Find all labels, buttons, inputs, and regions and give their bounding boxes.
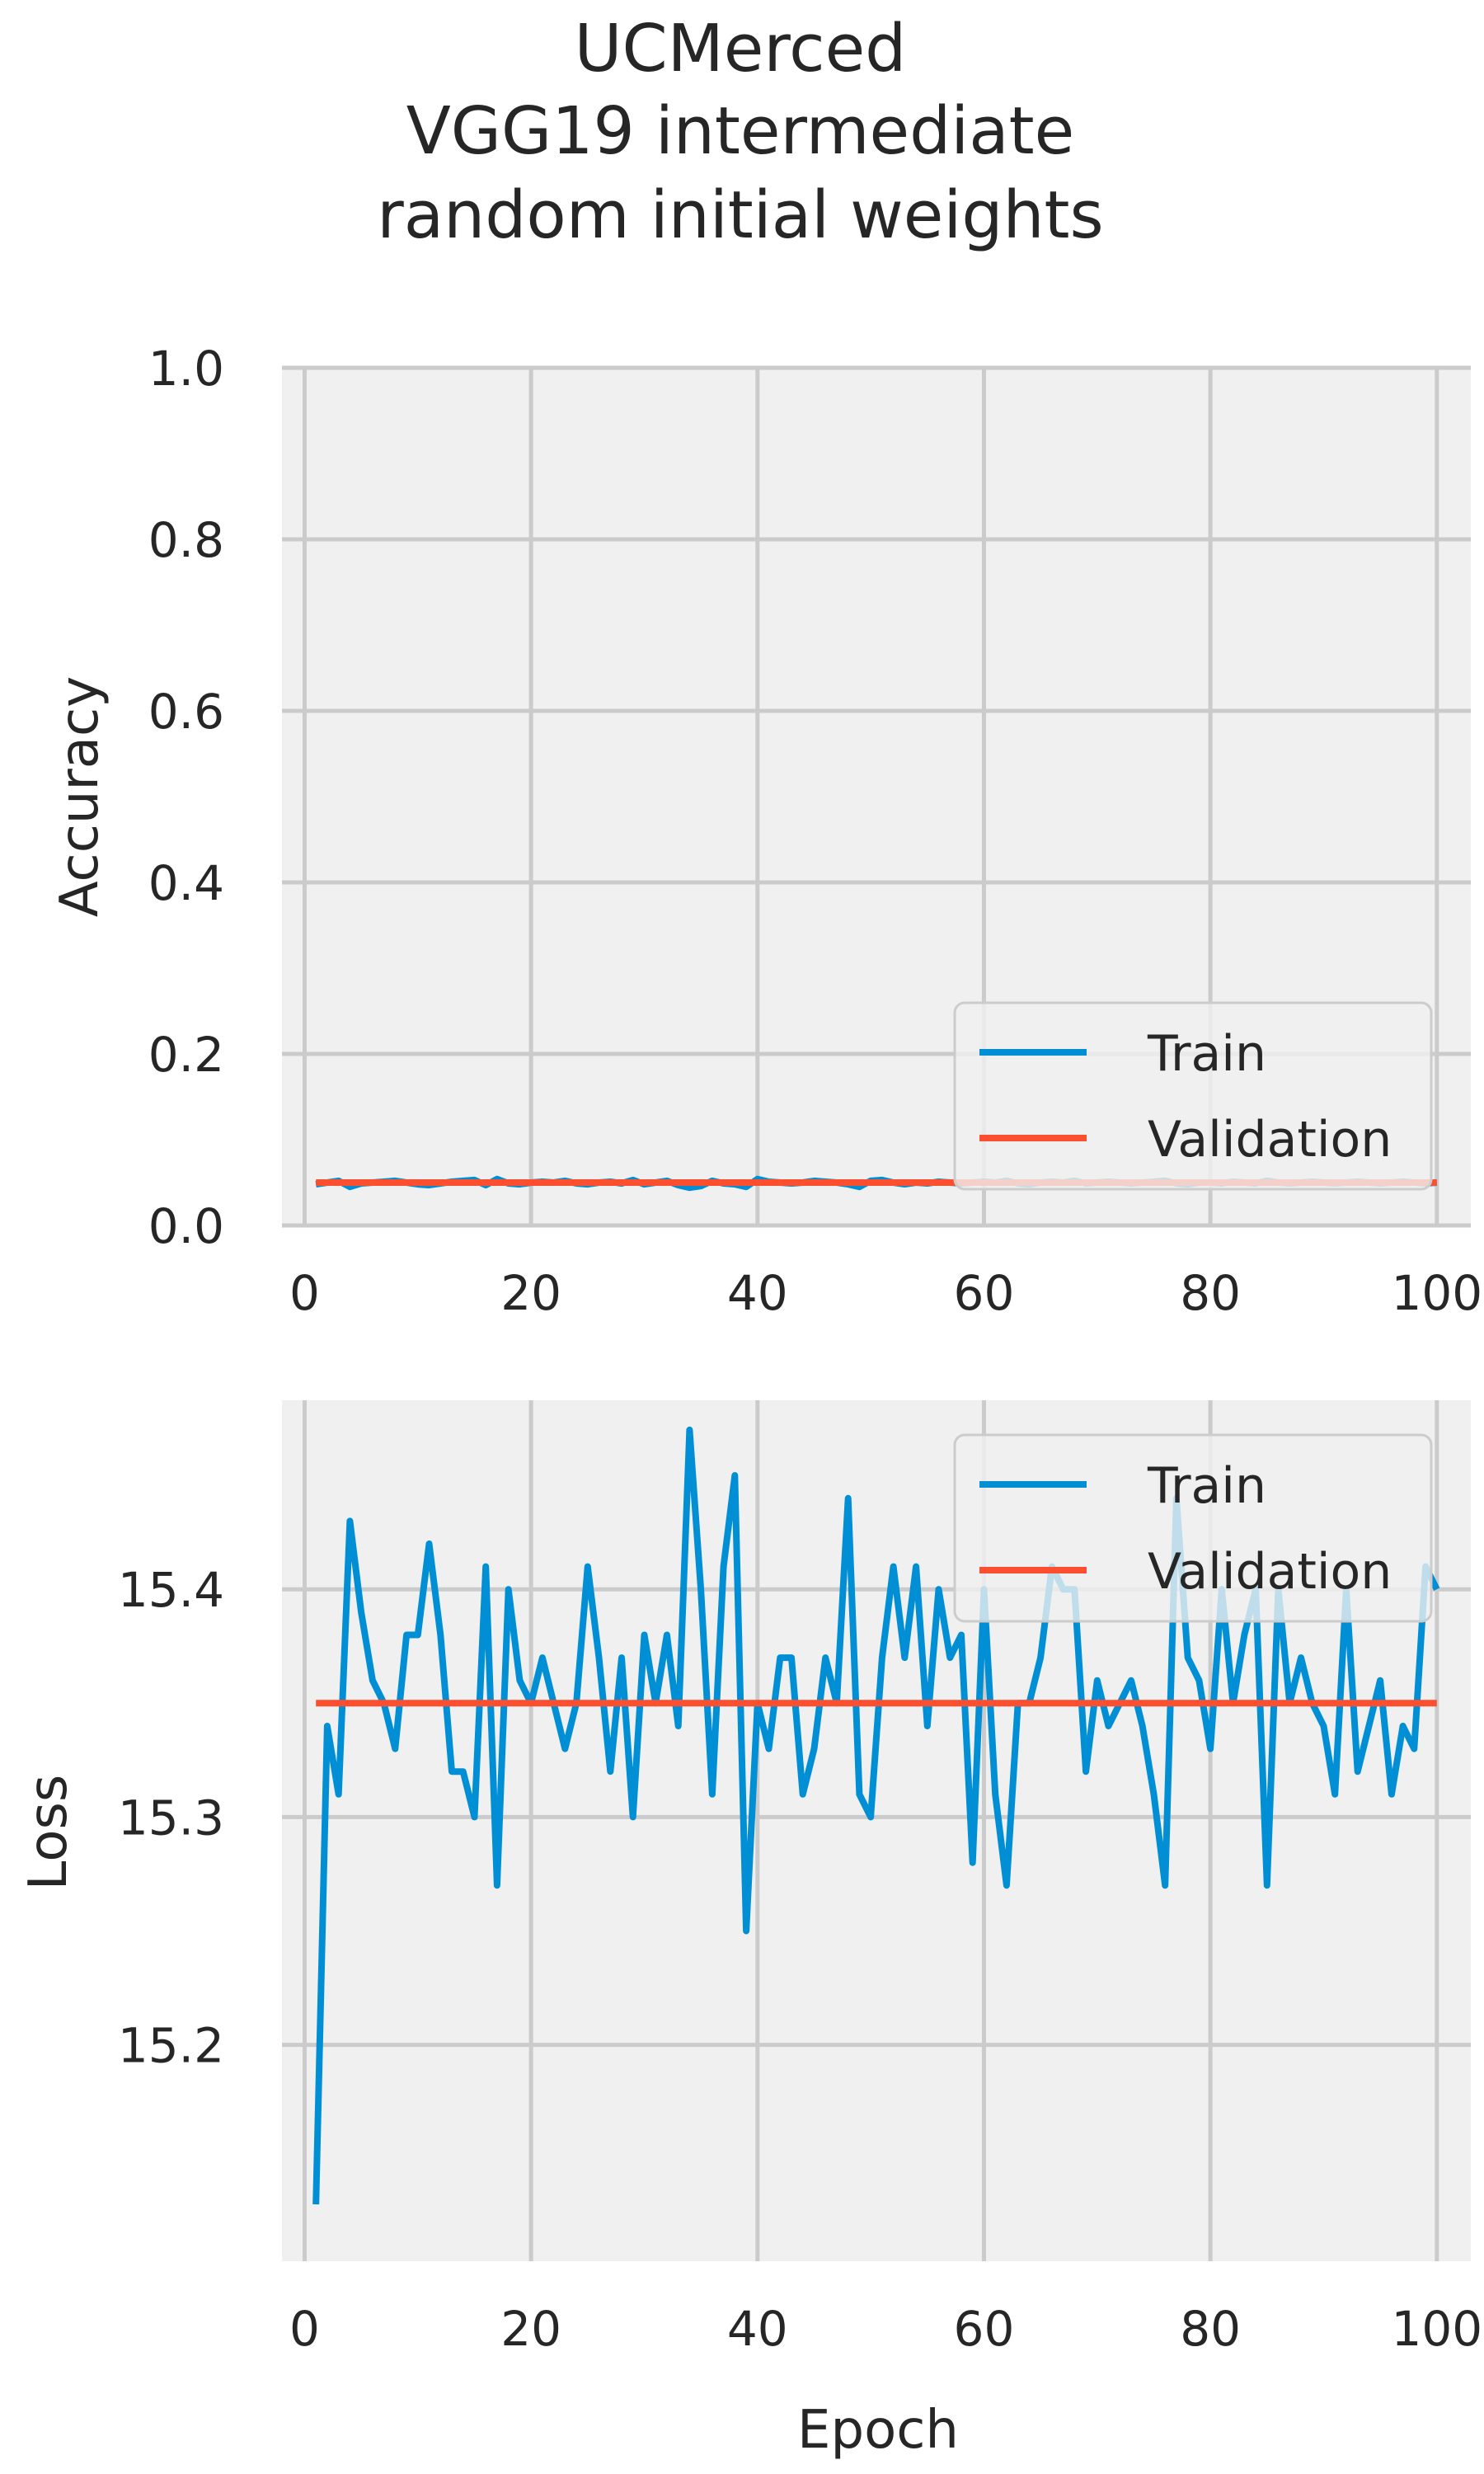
accuracy-y-ticks: 0.0 0.2 0.4 0.6 0.8 1.0	[148, 341, 224, 1254]
loss-x-tick-label: 40	[727, 2301, 788, 2357]
figure-title: UCMerced VGG19 intermediate random initi…	[377, 11, 1103, 253]
title-line-1: UCMerced	[575, 11, 907, 87]
accuracy-y-tick-label: 1.0	[148, 341, 224, 397]
loss-legend-label-validation: Validation	[1148, 1543, 1392, 1601]
loss-x-tick-label: 60	[954, 2301, 1015, 2357]
accuracy-y-tick-label: 0.4	[148, 855, 224, 911]
accuracy-x-tick-label: 40	[727, 1265, 788, 1321]
loss-x-tick-label: 20	[500, 2301, 561, 2357]
accuracy-x-tick-label: 20	[500, 1265, 561, 1321]
title-line-2: VGG19 intermediate	[406, 93, 1074, 169]
loss-grid	[282, 1400, 1471, 2261]
loss-y-tick-label: 15.2	[118, 2018, 224, 2074]
accuracy-legend: Train Validation	[953, 1001, 1433, 1191]
loss-x-tick-label: 0	[289, 2301, 320, 2357]
loss-legend: Train Validation	[953, 1433, 1433, 1623]
accuracy-x-ticks: 0 20 40 60 80 100	[289, 1265, 1482, 1321]
loss-y-tick-label: 15.3	[118, 1790, 224, 1846]
loss-x-axis-label: Epoch	[797, 2400, 959, 2461]
accuracy-x-tick-label: 60	[954, 1265, 1015, 1321]
accuracy-x-tick-label: 0	[289, 1265, 320, 1321]
loss-legend-label-train: Train	[1147, 1457, 1266, 1515]
loss-panel: 0 20 40 60 80 100 15.2 15.3 15.4 Loss Epoch Tra…	[18, 1400, 1482, 2461]
accuracy-y-tick-label: 0.6	[148, 684, 224, 740]
title-line-3: random initial weights	[377, 177, 1103, 253]
accuracy-y-tick-label: 0.0	[148, 1198, 224, 1254]
accuracy-y-axis-label: Accuracy	[49, 676, 110, 917]
loss-x-tick-label: 80	[1180, 2301, 1241, 2357]
accuracy-grid	[282, 365, 1471, 1228]
loss-x-tick-label: 100	[1391, 2301, 1482, 2357]
accuracy-x-tick-label: 80	[1180, 1265, 1241, 1321]
accuracy-y-tick-label: 0.8	[148, 512, 224, 568]
loss-x-ticks: 0 20 40 60 80 100	[289, 2301, 1482, 2357]
accuracy-x-tick-label: 100	[1391, 1265, 1482, 1321]
loss-y-tick-label: 15.4	[118, 1562, 224, 1618]
loss-y-axis-label: Loss	[18, 1775, 79, 1890]
accuracy-panel: 0 20 40 60 80 100 0.0 0.2 0.4 0.6 0.8 1.0 Accuracy…	[49, 341, 1482, 1321]
accuracy-y-tick-label: 0.2	[148, 1027, 224, 1083]
loss-y-ticks: 15.2 15.3 15.4	[118, 1562, 224, 2073]
accuracy-legend-label-train: Train	[1147, 1025, 1266, 1083]
accuracy-legend-label-validation: Validation	[1148, 1111, 1392, 1169]
